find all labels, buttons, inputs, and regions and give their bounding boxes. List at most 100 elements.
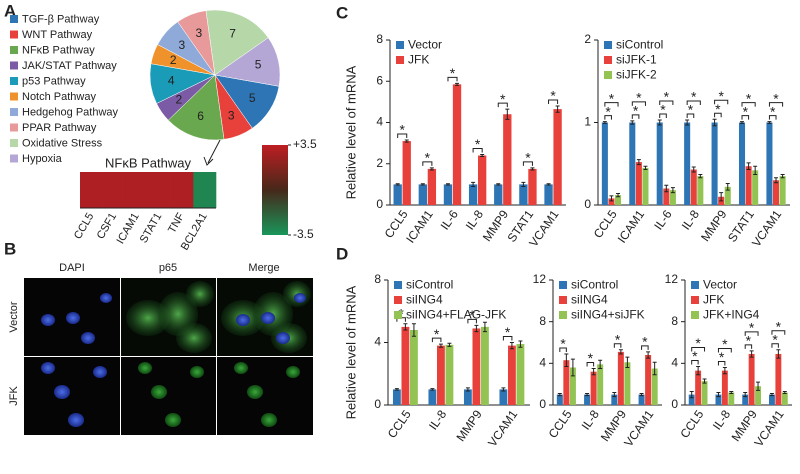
y-tick-label: 2	[584, 32, 591, 46]
error-bar	[505, 108, 510, 120]
y-tick-label: 1	[584, 115, 591, 129]
legend-label: siControl	[616, 38, 663, 52]
x-tick-label: VCAM1	[621, 407, 656, 449]
bar	[695, 370, 702, 405]
legend-swatch	[604, 56, 612, 64]
column-title: DAPI	[59, 262, 85, 274]
significance-star: *	[772, 331, 778, 347]
legend-label: siING4+FLAG-JFK	[406, 308, 506, 322]
bar	[569, 367, 576, 405]
bar	[553, 109, 562, 205]
bar	[779, 176, 786, 205]
x-tick-label: MMP9	[453, 407, 485, 444]
heatmap-cell	[102, 172, 126, 208]
legend-label: JFK	[703, 293, 724, 307]
arrow	[207, 139, 221, 164]
significance-star: *	[770, 103, 776, 119]
error-bar	[509, 342, 514, 350]
legend-swatch	[10, 61, 18, 70]
significance-star: *	[500, 91, 506, 107]
significance-star: *	[636, 90, 642, 106]
error-bar	[521, 181, 526, 187]
legend-swatch	[10, 77, 18, 85]
y-tick-label: 0	[584, 197, 591, 211]
legend-swatch	[394, 296, 402, 304]
error-bar	[585, 393, 590, 397]
error-bar	[429, 167, 434, 171]
bar	[601, 122, 608, 205]
bar	[742, 394, 749, 405]
legend-swatch	[559, 311, 567, 319]
error-bar	[698, 173, 703, 179]
slice-label: 2	[175, 93, 182, 107]
error-bar	[420, 183, 425, 186]
bar	[393, 184, 402, 205]
pie-slice	[214, 37, 281, 87]
panel-label: C	[336, 3, 348, 22]
significance-bracket	[741, 102, 756, 107]
error-bar	[664, 184, 669, 193]
error-bar	[749, 350, 754, 358]
error-bar	[691, 166, 696, 173]
error-bar	[729, 390, 734, 395]
significance-star: *	[719, 349, 725, 365]
error-bar	[780, 173, 785, 179]
error-bar	[719, 192, 724, 202]
y-tick-label: 4	[376, 115, 383, 129]
significance-star: *	[450, 65, 456, 81]
gene-label: TNF	[166, 211, 187, 236]
bar	[611, 394, 618, 405]
significance-bracket	[559, 347, 567, 352]
bar	[597, 364, 604, 405]
error-bar	[546, 183, 551, 186]
legend-swatch	[691, 281, 699, 289]
bar	[728, 392, 735, 405]
error-bar	[570, 358, 575, 377]
significance-star: *	[525, 150, 531, 166]
significance-bracket	[659, 113, 667, 119]
y-tick-label: 0	[376, 197, 383, 211]
error-bar	[743, 392, 748, 398]
y-tick-label: 0	[671, 397, 678, 411]
significance-bracket	[714, 99, 729, 105]
x-tick-label: CCL5	[385, 407, 414, 440]
bar	[642, 167, 649, 205]
significance-bracket	[586, 362, 595, 367]
column-title: Merge	[248, 262, 279, 274]
significance-star: *	[746, 333, 752, 349]
significance-star: *	[605, 103, 611, 119]
bar	[402, 141, 411, 205]
legend-swatch	[10, 92, 18, 101]
error-bar	[702, 378, 707, 384]
y-tick-label: 6	[376, 73, 383, 87]
y-tick-label: 4	[539, 356, 546, 370]
error-bar	[564, 353, 569, 367]
error-bar	[782, 390, 787, 395]
significance-bracket	[631, 101, 646, 106]
legend-label: Hypoxia	[22, 153, 63, 165]
error-bar	[767, 121, 772, 124]
bar	[766, 122, 773, 205]
slice-label: 5	[255, 58, 262, 72]
bar	[615, 195, 622, 205]
legend-swatch	[559, 281, 567, 289]
bar	[697, 176, 704, 205]
slice-label: 3	[179, 38, 186, 52]
legend-swatch	[559, 296, 567, 304]
legend-swatch	[10, 154, 18, 163]
error-bar	[395, 183, 400, 186]
error-bar	[685, 119, 690, 126]
colorbar	[262, 145, 288, 235]
significance-bracket	[641, 345, 649, 350]
error-bar	[445, 183, 450, 186]
error-bar	[756, 381, 761, 391]
significance-bracket	[397, 133, 408, 139]
bar	[645, 355, 652, 405]
y-tick-label: 8	[539, 314, 546, 328]
bar	[436, 345, 445, 405]
legend-label: siJFK-1	[616, 53, 657, 67]
error-bar	[639, 393, 644, 397]
bar	[418, 184, 427, 205]
bar	[629, 122, 636, 205]
